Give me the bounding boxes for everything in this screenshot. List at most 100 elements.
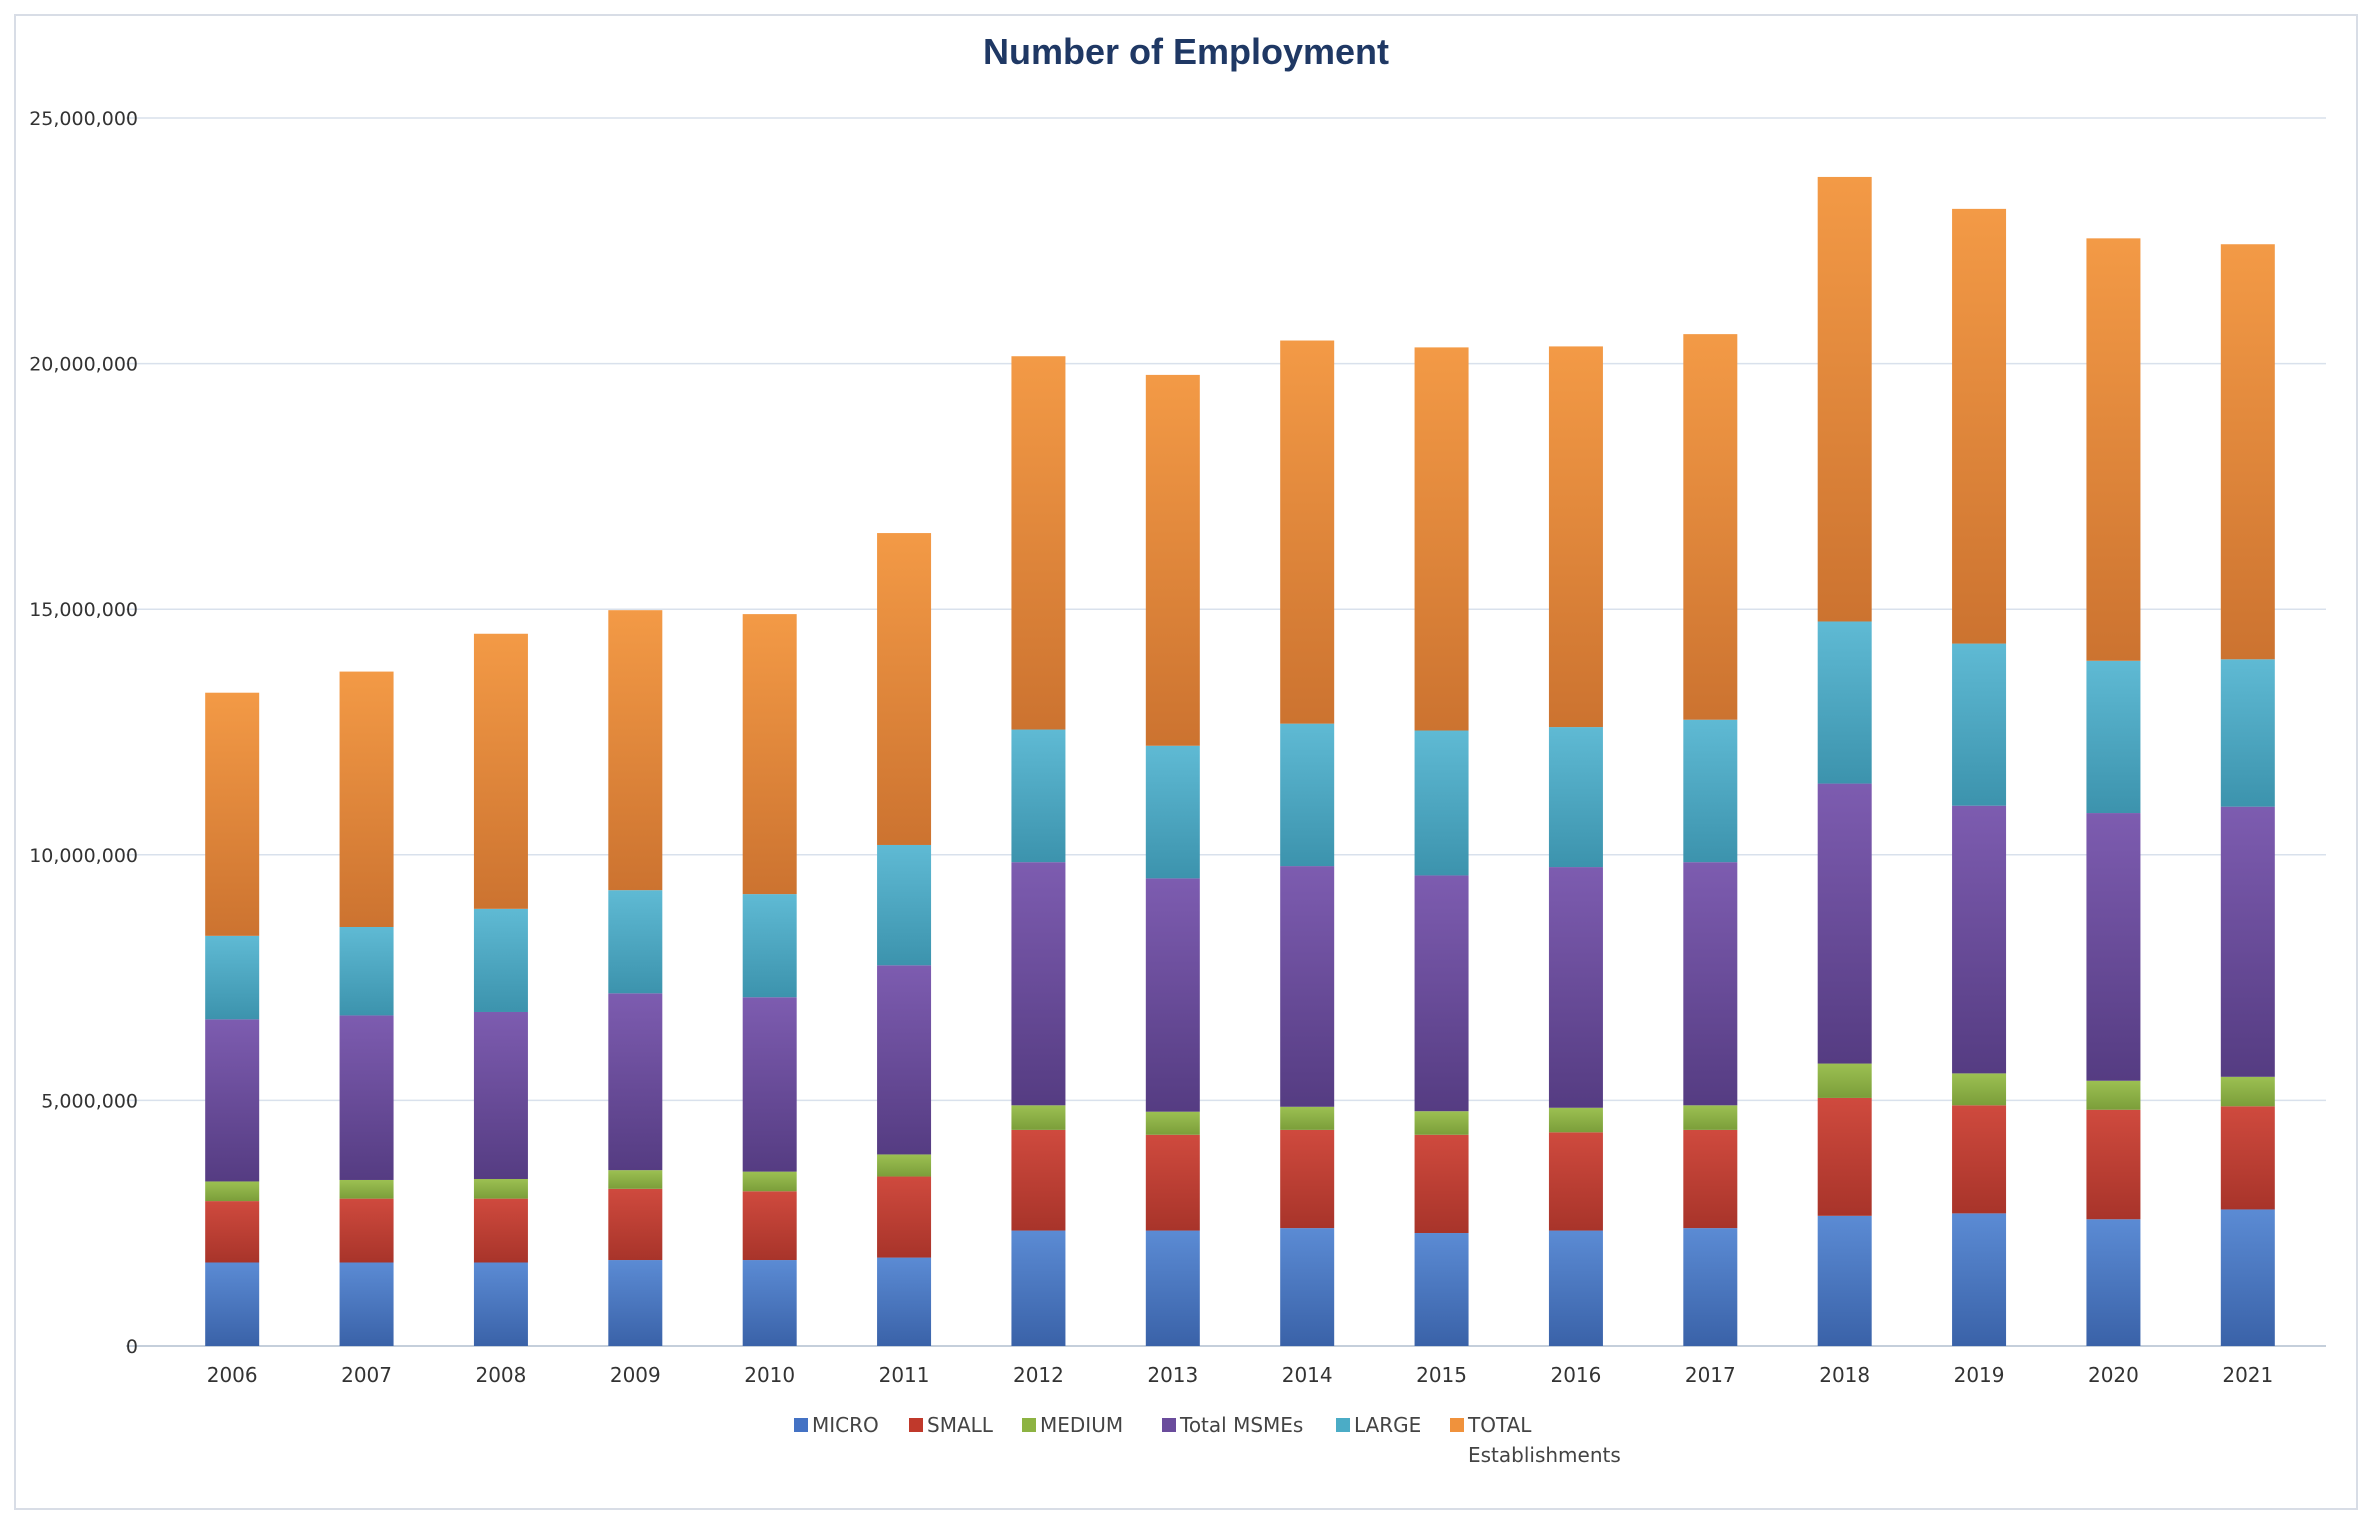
bar-small-2012 [1011, 1129, 1066, 1231]
x-axis-ticks: 2006 2007 2008 2009 2010 2011 2012 2013 2014 2015… [207, 1363, 2274, 1387]
legend-swatch-small [909, 1418, 923, 1432]
y-tick-label: 25,000,000 [29, 108, 138, 130]
bar-large-2014 [1280, 723, 1335, 867]
x-tick-label: 2008 [475, 1363, 526, 1387]
bar-total-establishments-2006 [205, 692, 260, 936]
legend-label-total-establishments: Establishments [1468, 1443, 1621, 1467]
bar-total-msmes-2018 [1817, 783, 1872, 1064]
bar-large-2018 [1817, 621, 1872, 784]
bar-small-2013 [1145, 1134, 1200, 1231]
bar-micro-2013 [1145, 1230, 1200, 1346]
bar-total-msmes-2010 [742, 997, 797, 1172]
bar-micro-2011 [877, 1257, 932, 1346]
legend-swatch-medium [1022, 1418, 1036, 1432]
bar-micro-2008 [473, 1262, 528, 1346]
bar-medium-2019 [1952, 1073, 2007, 1106]
bar-large-2006 [205, 935, 260, 1020]
y-tick-label: 15,000,000 [29, 599, 138, 621]
bar-total-establishments-2018 [1817, 176, 1872, 622]
bar-micro-2014 [1280, 1228, 1335, 1346]
chart: Number of Employment 0 5,000,000 10,000,00… [29, 31, 2326, 1467]
bar-large-2017 [1683, 719, 1738, 863]
bar-total-establishments-2013 [1145, 374, 1200, 746]
bar-total-msmes-2006 [205, 1019, 260, 1182]
bar-total-establishments-2012 [1011, 356, 1066, 730]
bar-large-2015 [1414, 730, 1469, 876]
bar-medium-2013 [1145, 1111, 1200, 1135]
bar-large-2013 [1145, 745, 1200, 879]
bar-small-2009 [608, 1188, 663, 1261]
bar-micro-2009 [608, 1260, 663, 1346]
bar-medium-2008 [473, 1178, 528, 1199]
bar-small-2007 [339, 1198, 394, 1263]
y-axis-ticks: 0 5,000,000 10,000,000 15,000,000 20,000,000… [29, 108, 138, 1358]
bar-micro-2016 [1548, 1230, 1603, 1346]
bar-medium-2020 [2086, 1080, 2141, 1110]
legend-swatch-large [1336, 1418, 1350, 1432]
bar-medium-2011 [877, 1154, 932, 1177]
x-tick-label: 2019 [1954, 1363, 2005, 1387]
bar-micro-2017 [1683, 1228, 1738, 1346]
legend-swatch-total-msmes [1162, 1418, 1176, 1432]
bar-large-2010 [742, 894, 797, 998]
bar-medium-2021 [2220, 1076, 2275, 1107]
x-tick-label: 2007 [341, 1363, 392, 1387]
bar-large-2012 [1011, 729, 1066, 863]
bar-total-establishments-2014 [1280, 340, 1335, 724]
bar-medium-2014 [1280, 1106, 1335, 1130]
legend-label-large: LARGE [1354, 1413, 1421, 1437]
x-tick-label: 2011 [879, 1363, 930, 1387]
bar-micro-2007 [339, 1262, 394, 1346]
bar-medium-2018 [1817, 1063, 1872, 1098]
bar-total-msmes-2009 [608, 993, 663, 1171]
bar-medium-2007 [339, 1179, 394, 1199]
bars [205, 176, 2275, 1346]
bar-micro-2006 [205, 1262, 260, 1346]
bar-large-2019 [1952, 643, 2007, 806]
bar-total-establishments-2009 [608, 610, 663, 891]
bar-small-2014 [1280, 1129, 1335, 1229]
bar-small-2008 [473, 1198, 528, 1263]
bar-total-establishments-2008 [473, 633, 528, 909]
bar-total-msmes-2017 [1683, 862, 1738, 1106]
bar-small-2016 [1548, 1132, 1603, 1231]
legend-swatch-micro [794, 1418, 808, 1432]
bar-total-msmes-2013 [1145, 878, 1200, 1112]
bar-total-establishments-2019 [1952, 208, 2007, 644]
legend-label-total-msmes: Total MSMEs [1179, 1413, 1303, 1437]
bar-medium-2016 [1548, 1107, 1603, 1133]
y-tick-label: 0 [126, 1336, 138, 1358]
legend-label-small: SMALL [927, 1413, 994, 1437]
bar-small-2010 [742, 1191, 797, 1261]
bar-micro-2021 [2220, 1209, 2275, 1346]
x-tick-label: 2015 [1416, 1363, 1467, 1387]
x-tick-label: 2020 [2088, 1363, 2139, 1387]
bar-micro-2018 [1817, 1215, 1872, 1346]
y-tick-label: 20,000,000 [29, 354, 138, 376]
bar-total-msmes-2014 [1280, 866, 1335, 1107]
bar-small-2019 [1952, 1105, 2007, 1214]
bar-total-establishments-2017 [1683, 334, 1738, 720]
bar-medium-2006 [205, 1181, 260, 1202]
bar-total-msmes-2016 [1548, 867, 1603, 1108]
bar-total-msmes-2015 [1414, 875, 1469, 1112]
x-tick-label: 2016 [1550, 1363, 1601, 1387]
legend-swatch-total-establishments [1450, 1418, 1464, 1432]
x-tick-label: 2014 [1282, 1363, 1333, 1387]
legend: MICRO SMALL MEDIUM Total MSMEs LARGE TOTAL Est… [794, 1413, 1621, 1467]
x-tick-label: 2018 [1819, 1363, 1870, 1387]
bar-small-2015 [1414, 1134, 1469, 1234]
bar-small-2020 [2086, 1109, 2141, 1220]
bar-micro-2020 [2086, 1219, 2141, 1346]
bar-medium-2010 [742, 1171, 797, 1192]
legend-label-total-establishments: TOTAL [1467, 1413, 1532, 1437]
bar-large-2009 [608, 890, 663, 994]
x-tick-label: 2017 [1685, 1363, 1736, 1387]
bar-total-establishments-2016 [1548, 346, 1603, 728]
bar-large-2008 [473, 908, 528, 1012]
bar-total-establishments-2010 [742, 614, 797, 895]
bar-micro-2012 [1011, 1230, 1066, 1346]
bar-medium-2017 [1683, 1105, 1738, 1130]
bar-small-2017 [1683, 1129, 1738, 1229]
bar-medium-2012 [1011, 1105, 1066, 1130]
